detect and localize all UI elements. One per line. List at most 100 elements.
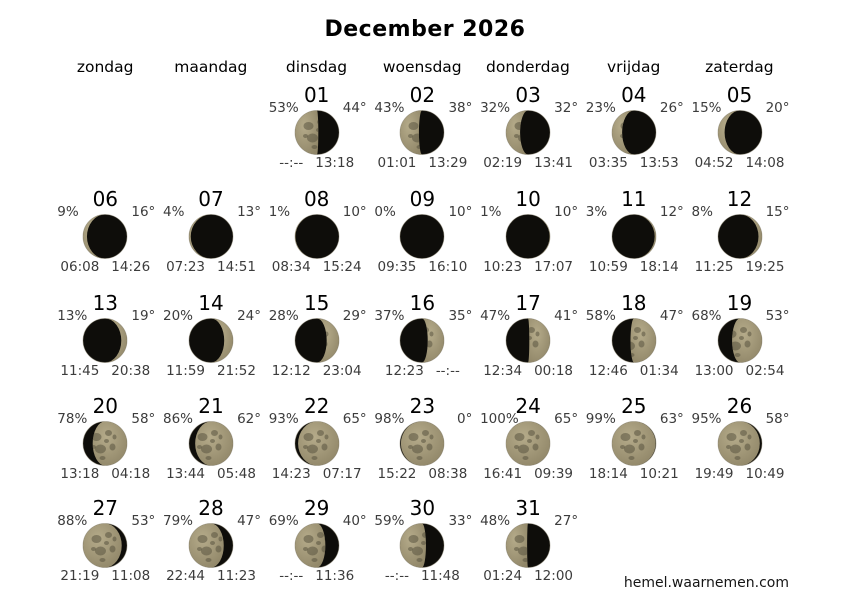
illumination-percent: 15% (691, 100, 722, 116)
illumination-percent: 68% (691, 308, 722, 324)
moonset-time: 20:38 (111, 363, 151, 379)
day-cell: 26 95% 58° 19:49 10:49 (687, 394, 793, 497)
moonset-time: 04:18 (111, 466, 151, 482)
moon-times: 16:41 09:39 (475, 466, 581, 482)
moon-times: 12:46 01:34 (581, 363, 687, 379)
moon-times: 15:22 08:38 (369, 466, 475, 482)
weekday-label-zondag: zondag (76, 58, 134, 76)
moon-times: 11:25 19:25 (687, 259, 793, 275)
illumination-percent: 37% (374, 308, 405, 324)
moonset-time: 13:41 (534, 155, 573, 171)
moonset-time: 11:48 (420, 568, 460, 584)
altitude-degrees: 29° (342, 308, 367, 324)
moon-phase-icon (82, 522, 129, 569)
day-cell: 01 53% 44° --:-- 13:18 (264, 83, 370, 186)
day-number: 02 (409, 83, 436, 107)
day-cell: 24 100% 65° 16:41 09:39 (475, 394, 581, 497)
moonrise-time: --:-- (279, 568, 304, 584)
moon-times: 18:14 10:21 (581, 466, 687, 482)
day-number: 28 (198, 496, 224, 520)
day-cell: 16 37% 35° 12:23 --:-- (369, 291, 475, 394)
day-number: 05 (726, 83, 753, 107)
day-number: 08 (303, 187, 330, 211)
day-cell: 08 1% 10° 08:34 15:24 (264, 187, 370, 290)
moon-times: 12:12 23:04 (264, 363, 370, 379)
moonrise-time: 14:23 (271, 466, 311, 482)
moon-times: 14:23 07:17 (264, 466, 370, 482)
day-cell: 13 13% 19° 11:45 20:38 (52, 291, 158, 394)
moonrise-time: 02:19 (483, 155, 523, 171)
moonset-time: 13:29 (428, 155, 468, 171)
altitude-degrees: 35° (448, 308, 473, 324)
moonset-time: 05:48 (217, 466, 256, 482)
moonrise-time: 12:23 (384, 363, 424, 379)
moonset-time: 00:18 (534, 363, 573, 379)
moonset-time: 12:00 (534, 568, 573, 584)
moonrise-time: 11:25 (694, 259, 734, 275)
moonrise-time: 13:18 (60, 466, 100, 482)
moonset-time: 13:53 (639, 155, 679, 171)
illumination-percent: 9% (57, 204, 79, 220)
moonset-time: 01:34 (639, 363, 679, 379)
moon-phase-icon (188, 522, 235, 569)
day-cell: 30 59% 33° --:-- 11:48 (369, 496, 475, 599)
footer-link[interactable]: hemel.waarnemen.com (623, 575, 789, 591)
day-cell: 17 47% 41° 12:34 00:18 (475, 291, 581, 394)
altitude-degrees: 20° (765, 100, 790, 116)
moon-phase-icon (399, 109, 446, 156)
moon-times: 10:23 17:07 (475, 259, 581, 275)
moonrise-time: 07:23 (166, 259, 205, 275)
day-cell: 20 78% 58° 13:18 04:18 (52, 394, 158, 497)
moon-times: 19:49 10:49 (687, 466, 793, 482)
moonrise-time: --:-- (384, 568, 409, 584)
altitude-degrees: 47° (659, 308, 684, 324)
moonrise-time: 06:08 (60, 259, 100, 275)
day-number: 24 (515, 394, 541, 418)
day-number: 03 (515, 83, 541, 107)
day-cell: 31 48% 27° 01:24 12:00 (475, 496, 581, 599)
altitude-degrees: 10° (554, 204, 579, 220)
day-number: 30 (409, 496, 436, 520)
moon-phase-icon (293, 522, 340, 569)
illumination-percent: 99% (585, 411, 616, 427)
illumination-percent: 88% (57, 513, 88, 529)
moon-phase-icon (82, 213, 129, 260)
weekday-row: zondag maandag dinsdag woensdag donderdag vri… (0, 58, 850, 78)
moonset-time: 08:38 (428, 466, 468, 482)
moonrise-time: 13:44 (166, 466, 205, 482)
altitude-degrees: 44° (342, 100, 367, 116)
moonset-time: 15:24 (322, 259, 362, 275)
altitude-degrees: 15° (765, 204, 790, 220)
illumination-percent: 20% (163, 308, 194, 324)
day-number: 25 (621, 394, 647, 418)
moonset-time: 09:39 (534, 466, 573, 482)
altitude-degrees: 58° (765, 411, 790, 427)
moonset-time: 13:18 (315, 155, 355, 171)
day-cell: 07 4% 13° 07:23 14:51 (158, 187, 264, 290)
moonset-time: 16:10 (428, 259, 468, 275)
moonrise-time: 16:41 (483, 466, 523, 482)
illumination-percent: 0% (374, 204, 396, 220)
altitude-degrees: 65° (342, 411, 367, 427)
moonset-time: 02:54 (745, 363, 785, 379)
moonrise-time: 15:22 (377, 466, 417, 482)
illumination-percent: 79% (163, 513, 194, 529)
moon-times: 08:34 15:24 (264, 259, 370, 275)
moonrise-time: 10:23 (483, 259, 523, 275)
moonrise-time: 11:59 (166, 363, 205, 379)
moon-phase-icon (505, 109, 552, 156)
illumination-percent: 86% (163, 411, 194, 427)
day-number: 27 (92, 496, 119, 520)
weekday-label-vrijdag: vrijdag (606, 58, 661, 76)
moonset-time: 19:25 (745, 259, 785, 275)
altitude-degrees: 12° (659, 204, 684, 220)
day-number: 13 (92, 291, 119, 315)
day-number: 19 (726, 291, 753, 315)
illumination-percent: 3% (585, 204, 608, 220)
moon-times: 10:59 18:14 (581, 259, 687, 275)
moon-phase-icon (293, 420, 340, 467)
moon-phase-icon (399, 213, 446, 260)
altitude-degrees: 10° (448, 204, 473, 220)
altitude-degrees: 27° (554, 513, 579, 529)
